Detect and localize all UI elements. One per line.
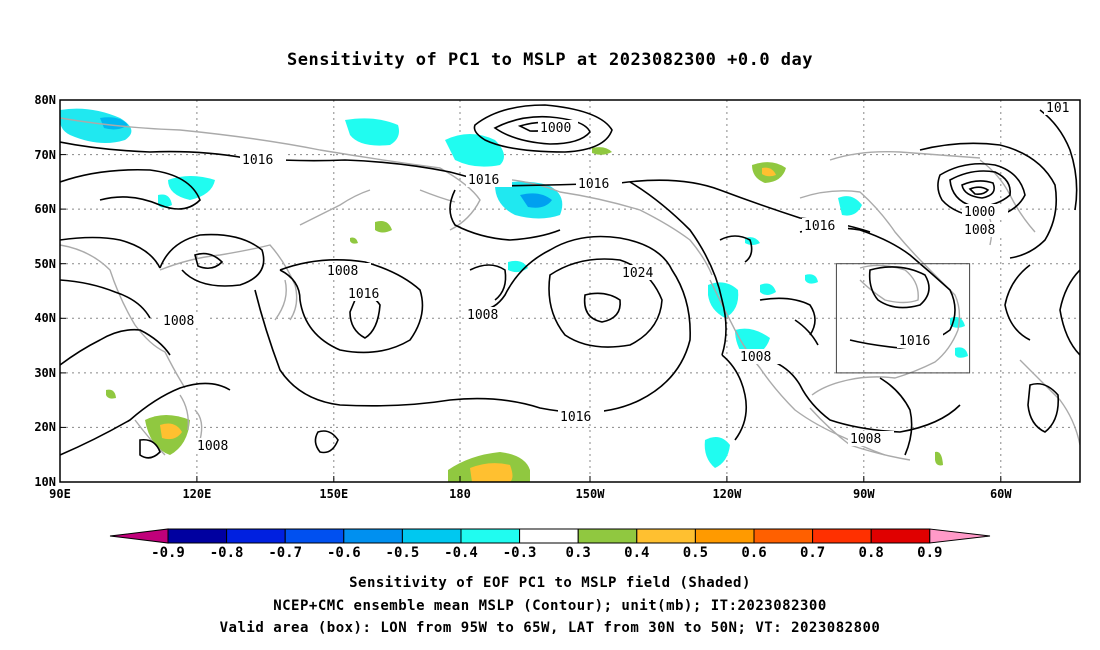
colorbar-min-arrow	[109, 528, 169, 544]
shade-negative	[345, 118, 399, 146]
colorbar-label: 0.4	[624, 545, 649, 561]
colorbar-segment	[401, 528, 462, 544]
lat-tick-label: 20N	[34, 420, 56, 434]
colorbar-label: 0.6	[741, 545, 766, 561]
colorbar-segment	[343, 528, 403, 544]
lon-tick-label: 90E	[49, 487, 71, 501]
contour-labels: 1000 1016 1016 1016 101 1000 1008 1016 1…	[161, 100, 1080, 454]
contour-label: 1024	[622, 266, 653, 281]
colorbar-segment	[460, 528, 521, 544]
shade-positive	[935, 451, 943, 466]
lat-tick-label: 10N	[34, 475, 56, 489]
lon-tick-label: 90W	[853, 487, 875, 501]
colorbar-label: 0.8	[859, 545, 884, 561]
shade-positive	[470, 463, 513, 482]
shade-negative	[838, 196, 862, 216]
lat-tick-label: 80N	[34, 93, 56, 107]
shade-positive	[106, 389, 116, 399]
colorbar-label: -0.3	[503, 545, 537, 561]
colorbar-segment	[870, 528, 931, 544]
lat-tick-label: 40N	[34, 311, 56, 325]
axis-ticks	[60, 99, 1002, 483]
shade-positive	[592, 147, 612, 155]
contour-label: 1016	[348, 287, 379, 302]
shade-negative	[158, 194, 172, 208]
colorbar-label: -0.8	[210, 545, 244, 561]
contour-label: 1000	[540, 121, 571, 136]
contour-label: 1000	[964, 205, 995, 220]
valid-area-box	[835, 263, 971, 374]
colorbar-segment	[694, 528, 755, 544]
lon-tick-label: 120E	[182, 487, 211, 501]
lat-tick-label: 70N	[34, 148, 56, 162]
shade-negative	[760, 283, 776, 295]
caption-line-1: Sensitivity of EOF PC1 to MSLP field (Sh…	[349, 575, 751, 591]
colorbar-segment	[284, 528, 345, 544]
colorbar-segment	[519, 528, 579, 544]
shade-negative	[704, 436, 730, 468]
lat-tick-label: 50N	[34, 257, 56, 271]
colorbar-segment	[167, 528, 228, 544]
colorbar-label: -0.7	[268, 545, 302, 561]
chart-title: Sensitivity of PC1 to MSLP at 2023082300…	[286, 50, 813, 70]
lat-tick-label: 30N	[34, 366, 56, 380]
shade-positive	[350, 237, 358, 244]
mslp-contours	[60, 104, 1080, 459]
contour-label: 1008	[740, 350, 771, 365]
contour-label: 101	[1046, 101, 1069, 116]
colorbar-label: -0.9	[151, 545, 185, 561]
colorbar-segment	[753, 528, 814, 544]
colorbar-label: -0.6	[327, 545, 361, 561]
contour-label: 1008	[327, 264, 358, 279]
contour-label: 1016	[560, 410, 591, 425]
contour-label: 1008	[467, 308, 498, 323]
contour-label: 1016	[468, 173, 499, 188]
colorbar: -0.9 -0.8 -0.7 -0.6 -0.5 -0.4 -0.3 0.3 0…	[109, 528, 991, 561]
lon-tick-label: 150E	[319, 487, 348, 501]
colorbar-segment	[577, 528, 638, 544]
caption-line-3: Valid area (box): LON from 95W to 65W, L…	[219, 620, 881, 636]
contour-label: 1016	[804, 219, 835, 234]
map-frame	[59, 99, 1081, 483]
colorbar-segment	[812, 528, 872, 544]
contour-label: 1008	[850, 432, 881, 447]
contour-label: 1008	[964, 223, 995, 238]
colorbar-segment	[226, 528, 286, 544]
contour-label: 1016	[899, 334, 930, 349]
contour-label: 1016	[242, 153, 273, 168]
lon-tick-label: 60W	[990, 487, 1012, 501]
lon-tick-label: 120W	[712, 487, 742, 501]
shade-negative	[60, 108, 132, 144]
colorbar-label: 0.3	[566, 545, 591, 561]
shade-negative	[805, 274, 818, 284]
shade-negative	[520, 193, 552, 208]
colorbar-label: 0.7	[800, 545, 825, 561]
contour-label: 1008	[197, 439, 228, 454]
shade-positive	[762, 167, 776, 177]
colorbar-max-arrow	[929, 528, 991, 544]
shade-negative	[955, 347, 968, 358]
lon-tick-label: 150W	[576, 487, 606, 501]
contour-label: 1016	[578, 177, 609, 192]
lon-tick-labels: 90E 120E 150E 180 150W 120W 90W 60W	[49, 487, 1012, 501]
contour-label: 1008	[163, 314, 194, 329]
colorbar-label: -0.4	[444, 545, 478, 561]
colorbar-label: 0.5	[683, 545, 708, 561]
colorbar-label: -0.5	[386, 545, 420, 561]
lon-tick-label: 180	[449, 487, 471, 501]
colorbar-label: 0.9	[917, 545, 942, 561]
lat-tick-label: 60N	[34, 202, 56, 216]
caption-line-2: NCEP+CMC ensemble mean MSLP (Contour); u…	[273, 598, 827, 614]
colorbar-segment	[636, 528, 696, 544]
shade-positive	[160, 423, 182, 440]
shade-positive	[375, 221, 392, 233]
lat-tick-labels: 80N 70N 60N 50N 40N 30N 20N 10N	[34, 93, 56, 489]
